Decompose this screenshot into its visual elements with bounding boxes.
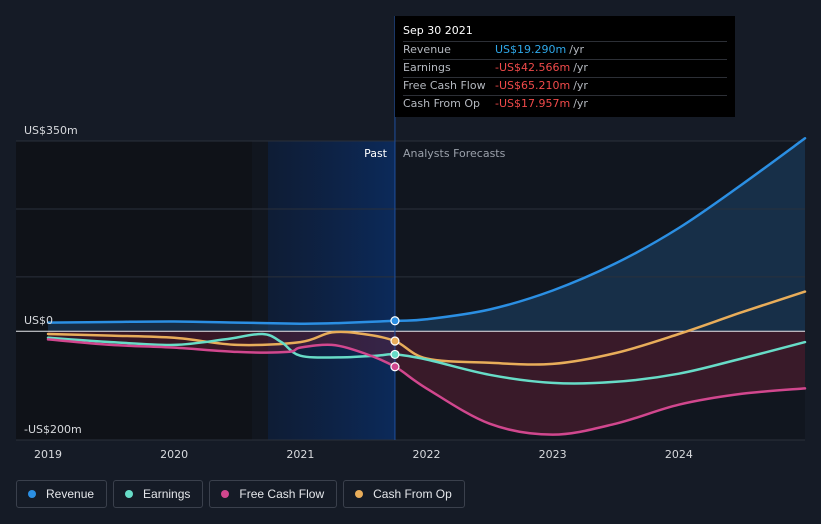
revenue-line	[46, 137, 807, 325]
cash-from-op-point	[390, 336, 400, 346]
tooltip-row-name: Cash From Op	[403, 97, 481, 110]
past-highlight	[268, 141, 395, 440]
earnings-line	[46, 332, 807, 385]
earnings-dot-icon	[125, 490, 134, 498]
tooltip-row-value: -US$42.566m	[495, 61, 571, 74]
x-tick-label: 2020	[160, 448, 188, 461]
legend-item-free-cash-flow[interactable]: Free Cash Flow	[209, 480, 338, 508]
x-tick-label: 2024	[665, 448, 693, 461]
tooltip-row-unit: /yr	[573, 61, 588, 74]
free-cash-flow-area	[48, 331, 805, 435]
revenue-area	[48, 138, 805, 332]
revenue-point	[390, 316, 400, 326]
legend-label: Cash From Op	[373, 487, 452, 501]
y-bottom-label: -US$200m	[24, 423, 82, 436]
tooltip-row-unit: /yr	[573, 79, 588, 92]
tooltip-row: Revenue US$19.290m /yr	[403, 42, 727, 60]
legend: Revenue Earnings Free Cash Flow Cash Fro…	[16, 480, 465, 508]
legend-item-revenue[interactable]: Revenue	[16, 480, 108, 508]
tooltip-date: Sep 30 2021	[403, 23, 727, 42]
x-tick-label: 2023	[539, 448, 567, 461]
cash-from-op-dot-icon	[355, 490, 364, 498]
revenue-dot-icon	[28, 490, 36, 498]
tooltip-row: Earnings -US$42.566m /yr	[403, 60, 727, 78]
tooltip-row-value: US$19.290m	[495, 43, 567, 56]
tooltip-row-value: -US$17.957m	[495, 97, 571, 110]
forecast-label: Analysts Forecasts	[403, 147, 506, 160]
legend-item-earnings[interactable]: Earnings	[113, 480, 204, 508]
tooltip: Sep 30 2021 Revenue US$19.290m /yr Earni…	[395, 16, 735, 117]
tooltip-row: Free Cash Flow -US$65.210m /yr	[403, 78, 727, 96]
legend-label: Earnings	[143, 487, 191, 501]
x-tick-label: 2021	[286, 448, 314, 461]
past-label: Past	[364, 147, 388, 160]
free-cash-flow-line	[46, 338, 807, 436]
tooltip-row-name: Free Cash Flow	[403, 79, 486, 92]
earnings-point	[390, 349, 400, 360]
tooltip-row-unit: /yr	[569, 43, 584, 56]
tooltip-row: Cash From Op -US$17.957m /yr	[403, 96, 727, 113]
x-tick-label: 2019	[34, 448, 62, 461]
y-zero-label: US$0	[24, 314, 53, 327]
past-shade-dark	[16, 141, 252, 440]
tooltip-row-name: Revenue	[403, 43, 451, 56]
tooltip-row-value: -US$65.210m	[495, 79, 571, 92]
y-top-label: US$350m	[24, 124, 78, 137]
x-tick-label: 2022	[413, 448, 441, 461]
legend-label: Free Cash Flow	[239, 487, 325, 501]
tooltip-row-name: Earnings	[403, 61, 451, 74]
legend-item-cash-from-op[interactable]: Cash From Op	[343, 480, 465, 508]
tooltip-row-unit: /yr	[573, 97, 588, 110]
legend-label: Revenue	[46, 487, 95, 501]
chart-area: US$350m US$0 -US$200m Past Analysts Fore…	[16, 16, 807, 461]
free-cash-flow-dot-icon	[221, 490, 230, 498]
free-cash-flow-point	[390, 362, 400, 372]
